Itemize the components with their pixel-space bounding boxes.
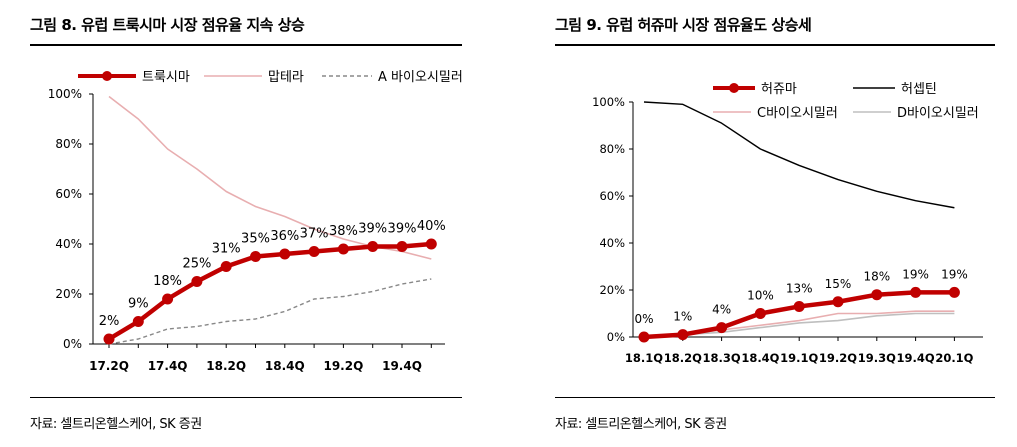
data-label: 0% bbox=[634, 312, 653, 326]
y-tick-label: 80% bbox=[599, 142, 625, 156]
line-chart: 0% 20% 40% 60% 80% 100% 17.2Q 17.4Q 18.2Q 18.4Q 19… bbox=[48, 70, 463, 373]
legend-marker bbox=[102, 71, 112, 81]
data-point bbox=[910, 286, 922, 298]
data-point bbox=[832, 296, 844, 308]
x-tick-label: 17.2Q bbox=[89, 359, 129, 373]
legend-marker bbox=[729, 83, 739, 93]
x-tick-label: 18.1Q bbox=[625, 351, 663, 365]
data-point bbox=[250, 251, 261, 262]
x-tick-label: 18.4Q bbox=[741, 351, 779, 365]
data-point bbox=[948, 286, 960, 298]
legend-label: 허쥬마 bbox=[761, 82, 797, 97]
data-label: 36% bbox=[270, 229, 299, 244]
y-tick-label: 0% bbox=[63, 337, 82, 351]
x-tick-label: 17.4Q bbox=[148, 359, 188, 373]
legend-label: 맙테라 bbox=[268, 70, 304, 85]
data-point bbox=[308, 246, 320, 257]
x-tick-label: 18.2Q bbox=[206, 359, 246, 373]
y-tick-label: 20% bbox=[55, 287, 82, 301]
series-line-1 bbox=[643, 101, 955, 209]
x-tick-label: 19.2Q bbox=[323, 359, 363, 373]
data-point bbox=[191, 276, 203, 287]
data-label: 31% bbox=[212, 242, 241, 257]
series-line-0 bbox=[107, 241, 432, 341]
data-point bbox=[367, 241, 379, 252]
figure-title: 그림 8. 유럽 트룩시마 시장 점유율 지속 상승 bbox=[30, 16, 305, 34]
data-label: 35% bbox=[241, 232, 270, 247]
data-label: 39% bbox=[388, 222, 417, 237]
data-point bbox=[220, 261, 232, 272]
y-tick-label: 100% bbox=[48, 87, 82, 101]
data-point bbox=[677, 329, 689, 341]
y-tick-label: 80% bbox=[55, 137, 82, 151]
data-point bbox=[279, 248, 291, 260]
y-tick-label: 0% bbox=[607, 330, 625, 344]
data-point bbox=[638, 331, 650, 343]
data-label: 18% bbox=[863, 270, 890, 284]
title-rule bbox=[30, 44, 462, 46]
x-tick-label: 19.1Q bbox=[780, 351, 818, 365]
data-point bbox=[716, 322, 728, 334]
series-line-2 bbox=[108, 278, 432, 345]
legend-label: C바이오시밀러 bbox=[757, 106, 838, 121]
data-point bbox=[396, 241, 408, 252]
chart-panel-herzuma: 그림 9. 유럽 허쥬마 시장 점유율도 상승세 0% 20% 40% 60% 80% 1… bbox=[555, 0, 1017, 447]
data-label: 38% bbox=[329, 224, 358, 239]
y-tick-label: 60% bbox=[599, 189, 625, 203]
data-label: 13% bbox=[786, 281, 813, 295]
legend-label: 허셉틴 bbox=[901, 82, 937, 97]
data-label: 15% bbox=[825, 277, 852, 291]
data-point bbox=[337, 243, 349, 255]
legend-label: D바이오시밀러 bbox=[897, 106, 979, 121]
legend-label: 트룩시마 bbox=[142, 70, 190, 85]
x-tick-label: 19.4Q bbox=[382, 359, 422, 373]
data-label: 19% bbox=[902, 267, 929, 281]
data-label: 19% bbox=[941, 267, 968, 281]
line-chart: 0%20%40%60%80%100%18.1Q 18.2Q 18.3Q 18.4Q 19… bbox=[592, 82, 983, 365]
data-label: 2% bbox=[99, 314, 120, 329]
x-tick-label: 20.1Q bbox=[935, 351, 973, 365]
data-point bbox=[425, 238, 437, 250]
x-tick-label: 19.2Q bbox=[819, 351, 857, 365]
source-note: 자료: 셀트리온헬스케어, SK 증권 bbox=[555, 417, 727, 432]
data-point bbox=[132, 316, 144, 327]
data-label: 18% bbox=[153, 274, 182, 289]
x-tick-label: 18.4Q bbox=[265, 359, 305, 373]
data-label: 1% bbox=[673, 310, 692, 324]
x-tick-label: 19.3Q bbox=[858, 351, 896, 365]
y-tick-label: 100% bbox=[592, 95, 625, 109]
data-point bbox=[793, 300, 805, 312]
data-point bbox=[871, 289, 883, 301]
data-point bbox=[162, 293, 174, 305]
x-tick-label: 19.4Q bbox=[897, 351, 935, 365]
x-tick-label: 18.2Q bbox=[664, 351, 702, 365]
source-rule bbox=[555, 397, 995, 398]
x-tick-label: 18.3Q bbox=[703, 351, 741, 365]
chart-panel-trxima: 그림 8. 유럽 트룩시마 시장 점유율 지속 상승 0% 20% 40% 60% 80… bbox=[0, 0, 470, 447]
y-tick-label: 40% bbox=[55, 237, 82, 251]
y-tick-label: 20% bbox=[599, 283, 625, 297]
source-note: 자료: 셀트리온헬스케어, SK 증권 bbox=[30, 417, 202, 432]
data-label: 10% bbox=[747, 289, 774, 303]
data-label: 25% bbox=[182, 257, 211, 272]
data-point bbox=[754, 308, 766, 319]
y-tick-label: 60% bbox=[55, 187, 82, 201]
source-rule bbox=[30, 397, 462, 398]
figure-title: 그림 9. 유럽 허쥬마 시장 점유율도 상승세 bbox=[555, 16, 812, 34]
title-rule bbox=[555, 44, 995, 46]
data-label: 4% bbox=[712, 303, 731, 317]
data-label: 37% bbox=[300, 227, 329, 242]
legend-label: A 바이오시밀러 bbox=[378, 70, 463, 85]
data-label: 9% bbox=[128, 297, 149, 312]
data-label: 40% bbox=[417, 219, 446, 234]
data-label: 39% bbox=[358, 222, 387, 237]
data-point bbox=[103, 333, 115, 345]
y-tick-label: 40% bbox=[599, 236, 625, 250]
